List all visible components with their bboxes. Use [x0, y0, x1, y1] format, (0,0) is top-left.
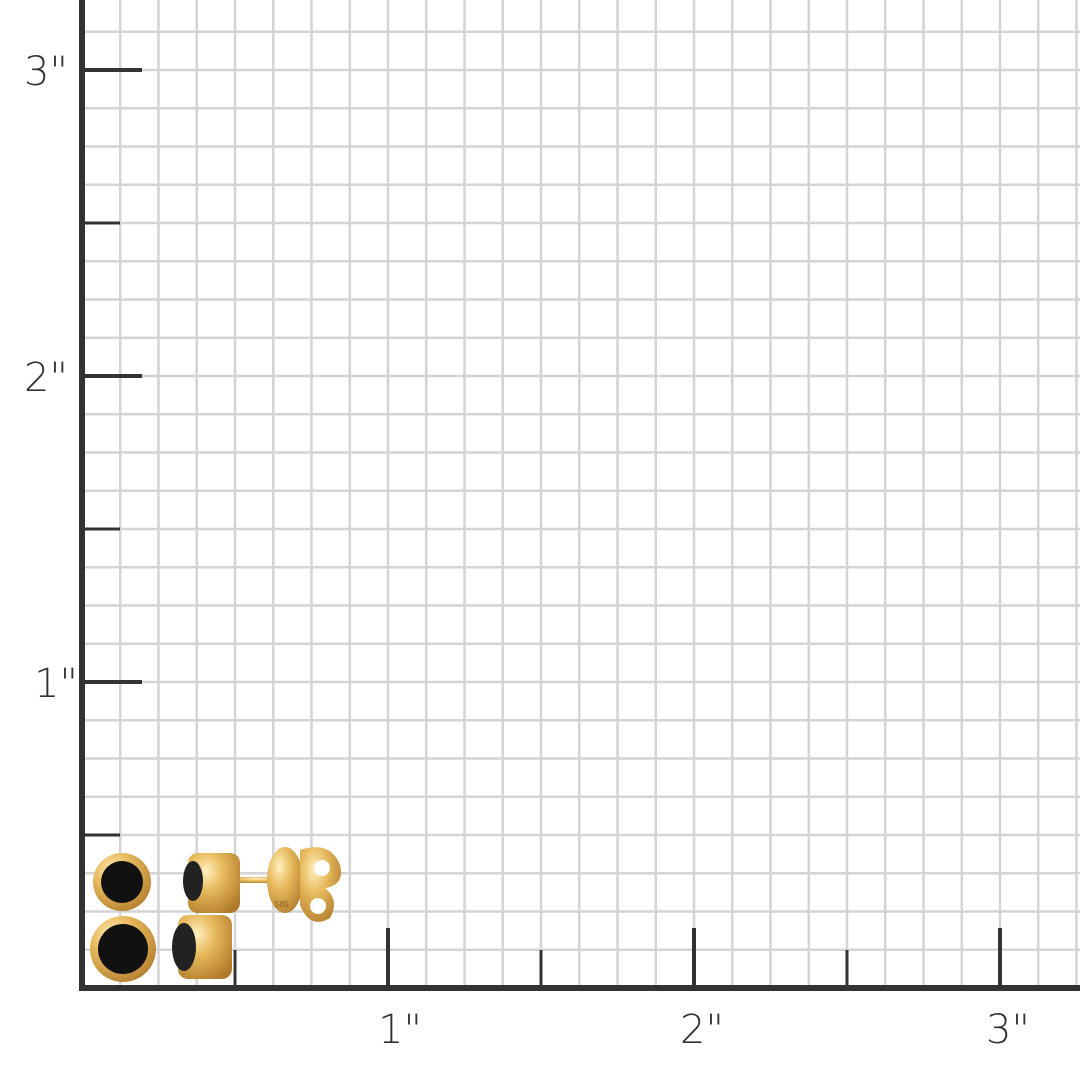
- earring-side-view: 585: [172, 847, 341, 979]
- y-label-1: 1": [34, 661, 78, 707]
- y-label-2: 2": [24, 355, 68, 401]
- earring-front-view: [90, 853, 156, 982]
- metal-stamp: 585: [275, 900, 289, 909]
- x-label-1: 1": [378, 1007, 422, 1053]
- y-label-3: 3": [24, 49, 68, 95]
- x-label-3: 3": [986, 1007, 1030, 1053]
- x-label-2: 2": [680, 1007, 724, 1053]
